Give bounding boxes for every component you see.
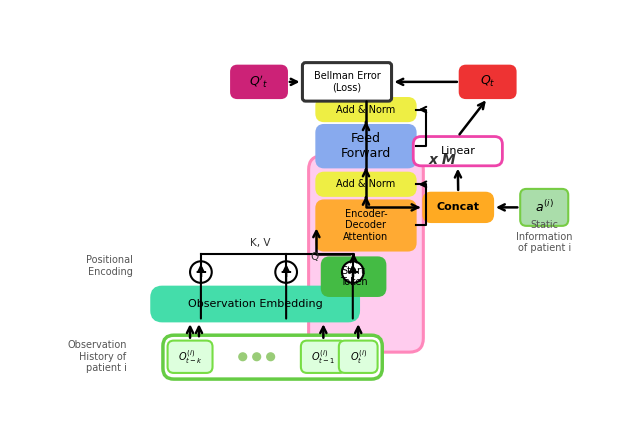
Text: Encoder-
Decoder
Attention: Encoder- Decoder Attention xyxy=(343,209,388,242)
FancyBboxPatch shape xyxy=(168,340,212,373)
Text: $O_t^{(i)}$: $O_t^{(i)}$ xyxy=(349,348,367,365)
FancyBboxPatch shape xyxy=(151,287,359,321)
Text: +: + xyxy=(195,265,207,280)
FancyBboxPatch shape xyxy=(316,200,415,251)
Circle shape xyxy=(253,353,260,361)
Text: $Q'_t$: $Q'_t$ xyxy=(250,73,269,90)
Text: +: + xyxy=(280,265,292,280)
FancyBboxPatch shape xyxy=(413,137,502,166)
Text: K, V: K, V xyxy=(250,238,271,248)
Text: Add & Norm: Add & Norm xyxy=(337,105,396,114)
Text: Concat: Concat xyxy=(436,202,480,213)
Text: +: + xyxy=(346,265,359,280)
Text: Linear: Linear xyxy=(440,146,476,156)
Text: $Q_t$: $Q_t$ xyxy=(480,74,495,89)
Text: Q: Q xyxy=(310,252,319,262)
FancyBboxPatch shape xyxy=(316,98,415,121)
Text: Observation Embedding: Observation Embedding xyxy=(188,299,323,309)
FancyBboxPatch shape xyxy=(231,66,287,98)
Text: Static
Information
of patient i: Static Information of patient i xyxy=(516,220,572,253)
FancyBboxPatch shape xyxy=(301,340,346,373)
Text: $O_{t-k}^{(i)}$: $O_{t-k}^{(i)}$ xyxy=(178,348,202,365)
Text: x M: x M xyxy=(429,152,456,167)
FancyBboxPatch shape xyxy=(423,193,493,222)
FancyBboxPatch shape xyxy=(520,189,568,226)
Circle shape xyxy=(239,353,246,361)
Text: $a^{(i)}$: $a^{(i)}$ xyxy=(535,200,554,215)
Text: Feed
Forward: Feed Forward xyxy=(341,132,391,160)
Text: Add & Norm: Add & Norm xyxy=(337,179,396,189)
Circle shape xyxy=(190,261,212,283)
Text: Positional
Encoding: Positional Encoding xyxy=(86,255,132,277)
Circle shape xyxy=(342,261,364,283)
Text: Start
Token: Start Token xyxy=(340,266,367,287)
FancyBboxPatch shape xyxy=(308,156,423,352)
Circle shape xyxy=(267,353,275,361)
FancyBboxPatch shape xyxy=(316,173,415,196)
FancyBboxPatch shape xyxy=(460,66,516,98)
Text: $O_{t-1}^{(i)}$: $O_{t-1}^{(i)}$ xyxy=(311,348,335,365)
FancyBboxPatch shape xyxy=(339,340,378,373)
FancyBboxPatch shape xyxy=(322,257,385,296)
FancyBboxPatch shape xyxy=(316,125,415,167)
FancyBboxPatch shape xyxy=(303,63,392,101)
Text: Bellman Error
(Loss): Bellman Error (Loss) xyxy=(314,71,380,93)
FancyBboxPatch shape xyxy=(163,335,382,379)
Circle shape xyxy=(275,261,297,283)
Text: Observation
History of
patient i: Observation History of patient i xyxy=(67,340,127,373)
